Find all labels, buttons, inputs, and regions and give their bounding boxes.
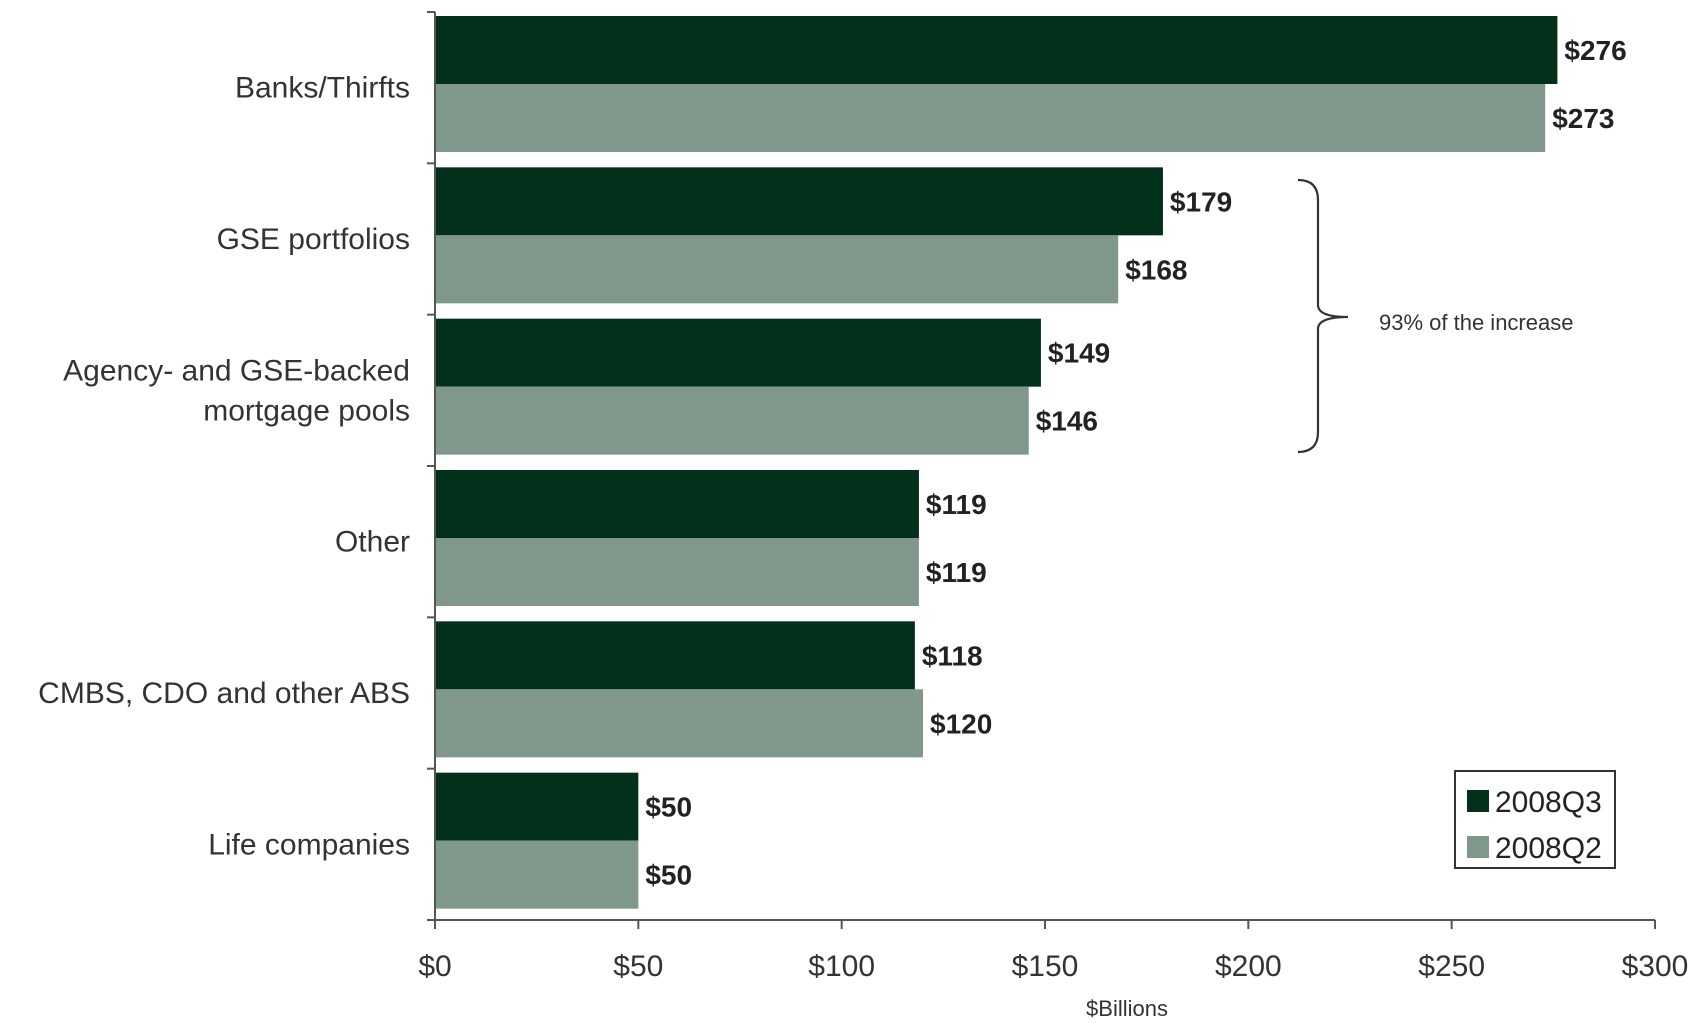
category-label-life-companies: Life companies <box>208 828 410 861</box>
data-label-2008q2-life-companies: $50 <box>645 860 692 891</box>
annotation-bracket: 93% of the increase <box>1297 178 1573 454</box>
bar-2008q2-agency-and-gse-backed-mortgage-pools <box>435 386 1029 455</box>
data-label-2008q3-life-companies: $50 <box>645 792 692 823</box>
bar-2008q3-life-companies <box>435 772 639 841</box>
bar-2008q3-gse-portfolios <box>435 167 1163 236</box>
data-label-2008q3-other: $119 <box>926 489 987 520</box>
category-label-banks-thirfts: Banks/Thirfts <box>235 72 410 105</box>
bar-2008q2-other <box>435 538 919 606</box>
category-label-gse-portfolios: GSE portfolios <box>217 223 410 256</box>
bar-2008q3-banks-thirfts <box>435 16 1558 84</box>
bar-2008q2-gse-portfolios <box>435 235 1119 304</box>
bar-2008q2-cmbs-cdo-and-other-abs <box>435 689 923 758</box>
bar-2008q3-cmbs-cdo-and-other-abs <box>435 621 915 690</box>
data-labels-group: $276 $273 $179 $168 $149 $146 $119 $119 $118 $120… <box>645 35 1626 891</box>
data-label-2008q2-gse-portfolios: $168 <box>1125 254 1187 285</box>
y-axis: Banks/Thirfts GSE portfolios Agency- and G… <box>38 11 436 921</box>
x-tick-label-0: $0 <box>418 950 451 983</box>
bar-2008q2-life-companies <box>435 840 639 909</box>
x-tick-label-150: $150 <box>1012 950 1079 983</box>
data-label-2008q2-banks-thirfts: $273 <box>1552 103 1614 134</box>
legend-label-2008q2: 2008Q2 <box>1495 832 1602 865</box>
data-label-2008q3-gse-portfolios: $179 <box>1170 186 1232 217</box>
bar-2008q3-other <box>435 470 919 538</box>
category-label-agency-and-gse-backed-mortgage-pools: Agency- and GSE-backed mortgage pools <box>63 354 410 427</box>
data-label-2008q2-agency-and-gse-backed-mortgage-pools: $146 <box>1036 406 1098 437</box>
data-label-2008q2-cmbs-cdo-and-other-abs: $120 <box>930 708 992 739</box>
x-tick-label-300: $300 <box>1622 950 1689 983</box>
legend-label-2008q3: 2008Q3 <box>1495 786 1602 819</box>
x-tick-label-100: $100 <box>808 950 875 983</box>
data-label-2008q3-banks-thirfts: $276 <box>1564 35 1626 66</box>
data-label-2008q2-other: $119 <box>926 557 987 588</box>
bracket-shape <box>1297 178 1349 454</box>
bar-2008q3-agency-and-gse-backed-mortgage-pools <box>435 318 1041 387</box>
x-tick-label-50: $50 <box>613 950 663 983</box>
legend: 2008Q3 2008Q2 <box>1454 770 1616 869</box>
x-tick-label-250: $250 <box>1418 950 1485 983</box>
legend-swatch-2008q3 <box>1467 790 1489 812</box>
bars-group <box>435 16 1558 909</box>
data-label-2008q3-agency-and-gse-backed-mortgage-pools: $149 <box>1048 338 1110 369</box>
category-label-cmbs-cdo-and-other-abs: CMBS, CDO and other ABS <box>38 677 410 710</box>
bar-2008q2-banks-thirfts <box>435 84 1546 152</box>
x-axis-title: $Billions <box>1086 996 1168 1021</box>
x-tick-label-200: $200 <box>1215 950 1282 983</box>
x-axis: $0 $50 $100 $150 $200 $250 $300 <box>418 919 1689 983</box>
category-label-other: Other <box>335 526 410 559</box>
legend-swatch-2008q2 <box>1467 836 1489 858</box>
data-label-2008q3-cmbs-cdo-and-other-abs: $118 <box>922 640 983 671</box>
annotation-text: 93% of the increase <box>1379 310 1573 335</box>
